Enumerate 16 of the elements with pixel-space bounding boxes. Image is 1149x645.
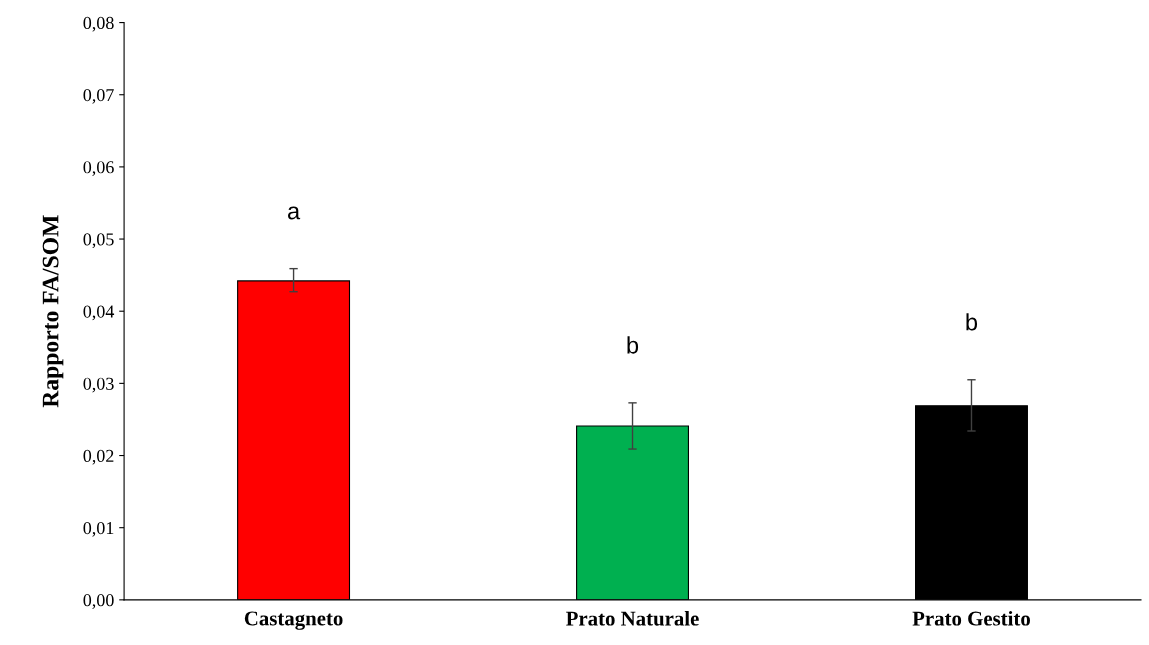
y-tick-label: 0,04	[83, 305, 115, 321]
y-axis-title: Rapporto FA/SOM	[42, 215, 64, 408]
y-tick-label: 0,07	[83, 88, 114, 104]
x-tick-label: Castagneto	[244, 611, 343, 630]
x-tick-label: Prato Gestito	[912, 610, 1030, 626]
y-tick-label: 0,06	[83, 161, 114, 176]
y-tick-label: 0,00	[83, 594, 114, 609]
y-tick-label: 0,05	[83, 233, 114, 249]
annotation: b	[966, 313, 978, 331]
annotation: b	[627, 336, 639, 354]
y-tick-label: 0,03	[83, 377, 114, 393]
y-tick-label: 0,01	[83, 521, 114, 537]
x-tick-label: Prato Naturale	[566, 610, 699, 626]
y-tick-label: 0,02	[83, 449, 114, 465]
y-tick-label: 0,08	[83, 16, 114, 32]
annotation: a	[288, 206, 301, 220]
